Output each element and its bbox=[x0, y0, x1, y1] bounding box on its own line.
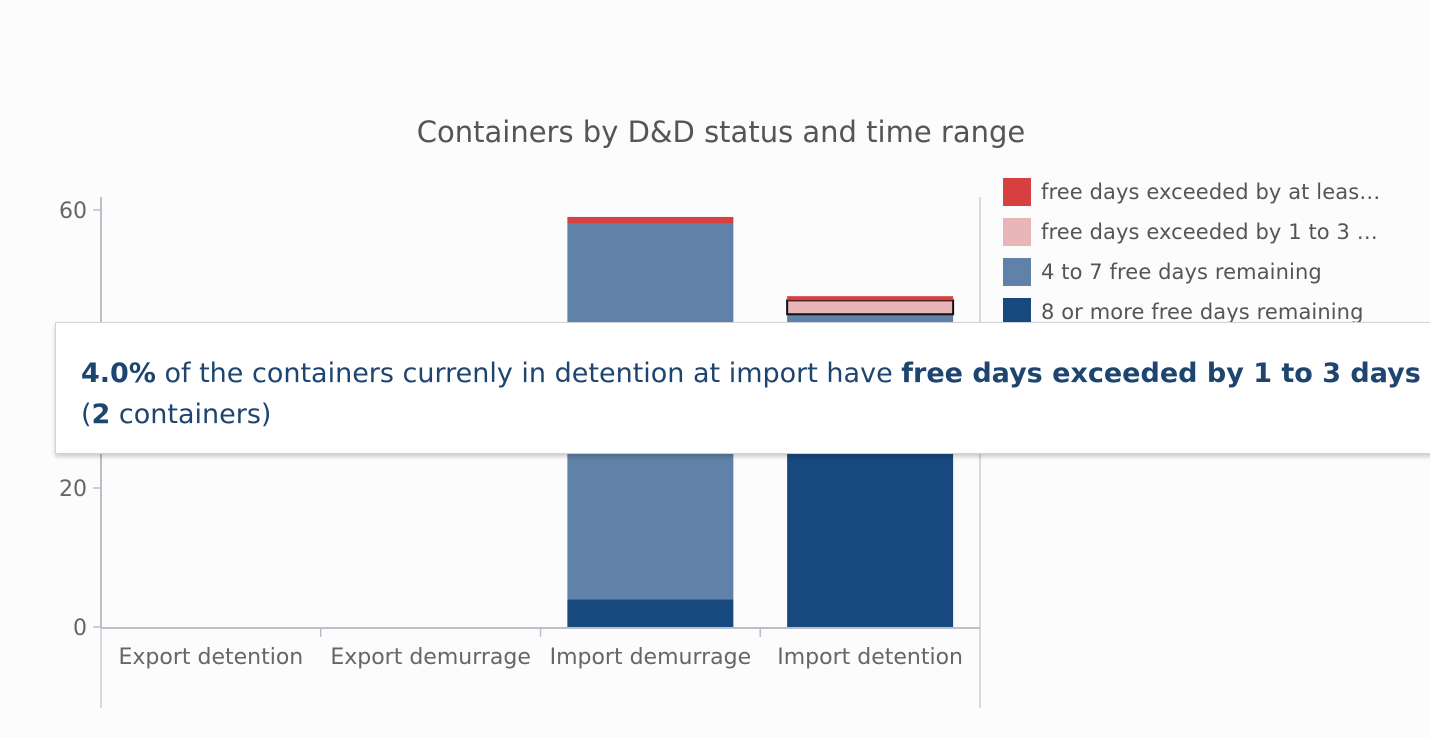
bar-segment[interactable] bbox=[787, 296, 954, 301]
legend-label: free days exceeded by at leas… bbox=[1041, 180, 1381, 204]
x-tick-label: Import detention bbox=[777, 645, 963, 670]
x-ticks: Export detention Export demurrage Import d… bbox=[118, 628, 963, 670]
x-tick-label: Export detention bbox=[118, 645, 303, 670]
y-tick-label: 0 bbox=[73, 616, 87, 641]
legend-item-exceeded-1-3[interactable]: free days exceeded by 1 to 3 … bbox=[1003, 212, 1423, 252]
legend-item-exceeded-4-plus[interactable]: free days exceeded by at leas… bbox=[1003, 172, 1423, 212]
legend-label: 4 to 7 free days remaining bbox=[1041, 260, 1322, 284]
tooltip-category: free days exceeded by 1 to 3 days bbox=[901, 358, 1421, 389]
legend-swatch-dark-blue bbox=[1003, 298, 1031, 326]
y-tick-label: 20 bbox=[59, 477, 87, 502]
tooltip-count: 2 bbox=[91, 399, 111, 430]
legend-swatch-pink bbox=[1003, 218, 1031, 246]
tooltip: 4.0% of the containers currenly in deten… bbox=[55, 322, 1430, 454]
y-tick-label: 60 bbox=[59, 199, 87, 224]
legend-item-4-7-remaining[interactable]: 4 to 7 free days remaining bbox=[1003, 252, 1423, 292]
x-tick-label: Import demurrage bbox=[550, 645, 752, 670]
legend-item-8-plus-remaining[interactable]: 8 or more free days remaining bbox=[1003, 292, 1423, 332]
bar-segment[interactable] bbox=[786, 299, 955, 316]
tooltip-percent: 4.0% bbox=[81, 358, 156, 389]
legend-label: 8 or more free days remaining bbox=[1041, 300, 1364, 324]
tooltip-text-1: of the containers currenly in detention … bbox=[155, 358, 902, 389]
y-ticks: 0 20 60 bbox=[59, 199, 101, 641]
legend-swatch-mid-blue bbox=[1003, 258, 1031, 286]
legend-swatch-red bbox=[1003, 178, 1031, 206]
legend: free days exceeded by at leas… free days… bbox=[1003, 172, 1423, 332]
legend-label: free days exceeded by 1 to 3 … bbox=[1041, 220, 1378, 244]
tooltip-open-paren: ( bbox=[81, 399, 92, 430]
chart-title: Containers by D&D status and time range bbox=[417, 115, 1026, 149]
bar-segment[interactable] bbox=[567, 216, 734, 224]
bar-segment[interactable] bbox=[567, 599, 734, 627]
tooltip-text-2: containers) bbox=[110, 399, 272, 430]
x-tick-label: Export demurrage bbox=[330, 645, 531, 670]
